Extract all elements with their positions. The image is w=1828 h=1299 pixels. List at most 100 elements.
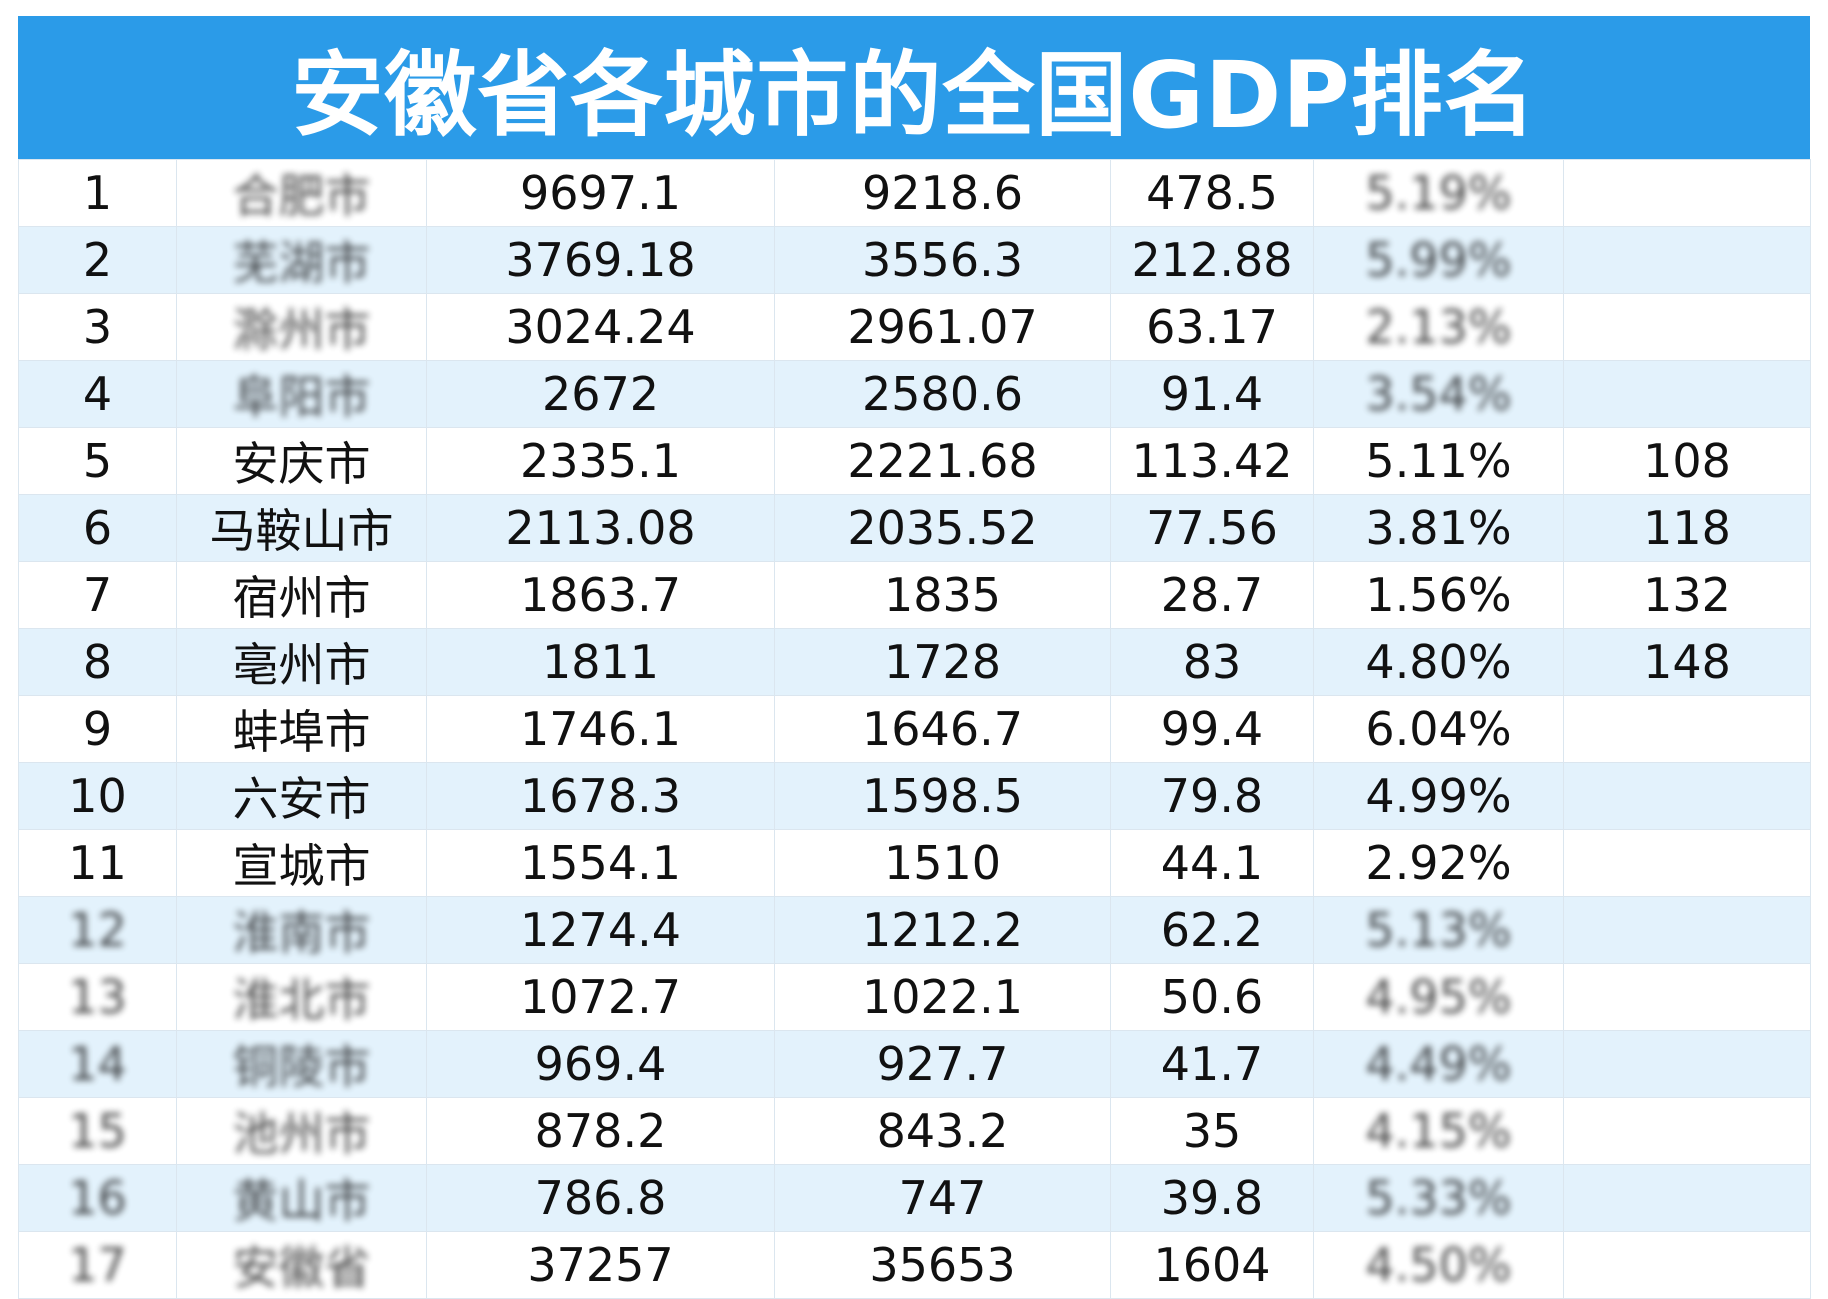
table-row: 4 阜阳市 2672 2580.6 91.4 3.54% bbox=[18, 360, 1811, 428]
gdp-previous-text: 1835 bbox=[883, 568, 1002, 622]
national-rank-cell bbox=[1563, 360, 1811, 428]
gdp-current-cell: 2113.08 bbox=[426, 494, 775, 562]
city-text: 宣城市 bbox=[232, 839, 371, 893]
rank-text: 8 bbox=[82, 635, 113, 689]
growth-rate-cell: 2.13% bbox=[1313, 293, 1564, 361]
city-cell: 合肥市 bbox=[176, 159, 427, 227]
rank-cell: 3 bbox=[18, 293, 177, 361]
growth-rate-cell: 4.80% bbox=[1313, 628, 1564, 696]
growth-rate-cell: 6.04% bbox=[1313, 695, 1564, 763]
city-text: 铜陵市 bbox=[232, 1040, 371, 1094]
growth-rate-cell: 4.99% bbox=[1313, 762, 1564, 830]
increase-cell: 79.8 bbox=[1110, 762, 1314, 830]
gdp-current-text: 3024.24 bbox=[505, 300, 696, 354]
growth-rate-text: 6.04% bbox=[1365, 702, 1512, 756]
increase-cell: 1604 bbox=[1110, 1231, 1314, 1299]
growth-rate-text: 4.15% bbox=[1365, 1104, 1512, 1158]
increase-cell: 62.2 bbox=[1110, 896, 1314, 964]
gdp-previous-cell: 747 bbox=[774, 1164, 1111, 1232]
gdp-previous-text: 2035.52 bbox=[847, 501, 1038, 555]
gdp-current-cell: 2672 bbox=[426, 360, 775, 428]
table-row: 14 铜陵市 969.4 927.7 41.7 4.49% bbox=[18, 1030, 1811, 1098]
rank-text: 5 bbox=[82, 434, 113, 488]
rank-cell: 1 bbox=[18, 159, 177, 227]
growth-rate-cell: 5.33% bbox=[1313, 1164, 1564, 1232]
table-row: 5 安庆市 2335.1 2221.68 113.42 5.11% 108 bbox=[18, 427, 1811, 495]
increase-text: 1604 bbox=[1153, 1238, 1271, 1292]
rank-text: 7 bbox=[82, 568, 113, 622]
growth-rate-cell: 4.49% bbox=[1313, 1030, 1564, 1098]
national-rank-text: 132 bbox=[1643, 568, 1731, 622]
city-cell: 池州市 bbox=[176, 1097, 427, 1165]
rank-cell: 15 bbox=[18, 1097, 177, 1165]
growth-rate-text: 2.13% bbox=[1365, 300, 1512, 354]
gdp-current-text: 2335.1 bbox=[520, 434, 681, 488]
rank-text: 10 bbox=[68, 769, 127, 823]
increase-text: 28.7 bbox=[1160, 568, 1264, 622]
gdp-current-cell: 1863.7 bbox=[426, 561, 775, 629]
city-text: 安庆市 bbox=[232, 437, 371, 491]
city-cell: 六安市 bbox=[176, 762, 427, 830]
gdp-previous-text: 1598.5 bbox=[862, 769, 1023, 823]
national-rank-cell bbox=[1563, 1097, 1811, 1165]
gdp-previous-text: 843.2 bbox=[876, 1104, 1009, 1158]
rank-cell: 11 bbox=[18, 829, 177, 897]
gdp-current-cell: 1072.7 bbox=[426, 963, 775, 1031]
growth-rate-text: 4.80% bbox=[1365, 635, 1512, 689]
table-row: 9 蚌埠市 1746.1 1646.7 99.4 6.04% bbox=[18, 695, 1811, 763]
gdp-current-cell: 1746.1 bbox=[426, 695, 775, 763]
national-rank-cell: 132 bbox=[1563, 561, 1811, 629]
rank-text: 6 bbox=[82, 501, 113, 555]
growth-rate-text: 5.33% bbox=[1365, 1171, 1512, 1225]
rank-cell: 9 bbox=[18, 695, 177, 763]
gdp-current-text: 1746.1 bbox=[520, 702, 681, 756]
gdp-previous-cell: 1646.7 bbox=[774, 695, 1111, 763]
table-row: 11 宣城市 1554.1 1510 44.1 2.92% bbox=[18, 829, 1811, 897]
table-row: 12 淮南市 1274.4 1212.2 62.2 5.13% bbox=[18, 896, 1811, 964]
rank-cell: 13 bbox=[18, 963, 177, 1031]
gdp-current-text: 1863.7 bbox=[520, 568, 681, 622]
gdp-current-cell: 786.8 bbox=[426, 1164, 775, 1232]
national-rank-cell bbox=[1563, 829, 1811, 897]
gdp-ranking-table-frame: 安徽省各城市的全国GDP排名 1 合肥市 9697.1 9218.6 478.5 5.19… bbox=[18, 16, 1811, 1299]
national-rank-cell: 118 bbox=[1563, 494, 1811, 562]
national-rank-cell bbox=[1563, 1231, 1811, 1299]
rank-cell: 14 bbox=[18, 1030, 177, 1098]
increase-cell: 113.42 bbox=[1110, 427, 1314, 495]
gdp-current-cell: 1678.3 bbox=[426, 762, 775, 830]
increase-text: 83 bbox=[1182, 635, 1242, 689]
city-cell: 阜阳市 bbox=[176, 360, 427, 428]
city-text: 蚌埠市 bbox=[232, 705, 371, 759]
table-row: 17 安徽省 37257 35653 1604 4.50% bbox=[18, 1231, 1811, 1299]
gdp-current-cell: 3024.24 bbox=[426, 293, 775, 361]
rank-text: 15 bbox=[68, 1104, 127, 1158]
increase-text: 212.88 bbox=[1131, 233, 1293, 287]
city-text: 马鞍山市 bbox=[209, 504, 394, 558]
gdp-current-text: 2113.08 bbox=[505, 501, 696, 555]
increase-cell: 91.4 bbox=[1110, 360, 1314, 428]
city-cell: 黄山市 bbox=[176, 1164, 427, 1232]
rank-cell: 6 bbox=[18, 494, 177, 562]
table-row: 15 池州市 878.2 843.2 35 4.15% bbox=[18, 1097, 1811, 1165]
city-cell: 宿州市 bbox=[176, 561, 427, 629]
city-text: 亳州市 bbox=[232, 638, 371, 692]
city-cell: 亳州市 bbox=[176, 628, 427, 696]
increase-cell: 77.56 bbox=[1110, 494, 1314, 562]
gdp-previous-text: 3556.3 bbox=[862, 233, 1023, 287]
growth-rate-cell: 5.99% bbox=[1313, 226, 1564, 294]
increase-cell: 478.5 bbox=[1110, 159, 1314, 227]
gdp-current-cell: 2335.1 bbox=[426, 427, 775, 495]
city-cell: 蚌埠市 bbox=[176, 695, 427, 763]
gdp-current-text: 2672 bbox=[541, 367, 660, 421]
city-text: 池州市 bbox=[232, 1107, 371, 1161]
gdp-current-cell: 1274.4 bbox=[426, 896, 775, 964]
increase-text: 63.17 bbox=[1146, 300, 1278, 354]
growth-rate-text: 5.99% bbox=[1365, 233, 1512, 287]
increase-text: 99.4 bbox=[1160, 702, 1264, 756]
increase-cell: 99.4 bbox=[1110, 695, 1314, 763]
gdp-previous-text: 2580.6 bbox=[862, 367, 1023, 421]
table-row: 3 滁州市 3024.24 2961.07 63.17 2.13% bbox=[18, 293, 1811, 361]
national-rank-cell bbox=[1563, 226, 1811, 294]
increase-text: 478.5 bbox=[1146, 166, 1278, 220]
rank-text: 1 bbox=[82, 166, 113, 220]
